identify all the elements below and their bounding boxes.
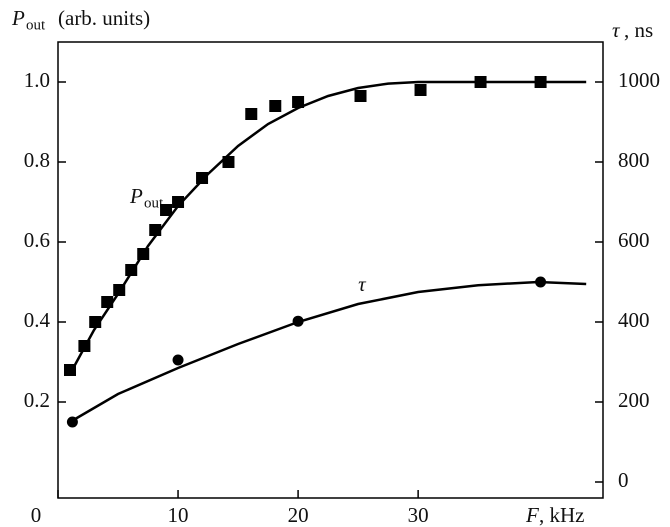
x-label-symbol: F <box>525 503 539 527</box>
square-point <box>269 100 282 112</box>
y2-tick-label: 1000 <box>618 68 660 92</box>
square-point <box>414 84 427 96</box>
y2-tick-label: 0 <box>618 468 629 492</box>
circle-point <box>172 354 184 366</box>
x-label-text: , kHz <box>539 503 585 527</box>
y-tick-label: 0.4 <box>24 308 51 332</box>
square-point <box>245 108 258 120</box>
y-tick-label: 0.2 <box>24 388 50 412</box>
y-tick-label: 0.8 <box>24 148 50 172</box>
y-label-text: (arb. units) <box>58 6 150 30</box>
square-point <box>354 90 367 102</box>
y2-label-text: , ns <box>624 18 653 42</box>
y-label-subscript: out <box>26 17 46 33</box>
fit-curve <box>69 280 587 424</box>
y2-tick-label: 200 <box>618 388 650 412</box>
x-tick-label: 30 <box>408 503 429 527</box>
y-tick-label: 0.6 <box>24 228 50 252</box>
x-tick-label: 10 <box>168 503 189 527</box>
square-point <box>172 196 185 208</box>
y2-label-symbol: τ <box>612 18 621 42</box>
x-tick-label: 20 <box>288 503 309 527</box>
square-point <box>292 96 305 108</box>
annotation-symbol: τ <box>358 272 367 296</box>
x-tick-label: 0 <box>31 503 42 527</box>
y-tick-label: 1.0 <box>24 68 50 92</box>
annotation-symbol: P <box>129 184 143 208</box>
y2-tick-label: 600 <box>618 228 650 252</box>
plot-frame <box>57 41 604 499</box>
y2-tick-label: 400 <box>618 308 650 332</box>
y-label-symbol: P <box>11 6 25 30</box>
square-point <box>196 172 209 184</box>
square-point <box>125 264 138 276</box>
y2-tick-label: 800 <box>618 148 650 172</box>
fit-curve <box>68 80 587 375</box>
annotation-subscript: out <box>144 195 164 211</box>
square-point <box>160 204 173 216</box>
